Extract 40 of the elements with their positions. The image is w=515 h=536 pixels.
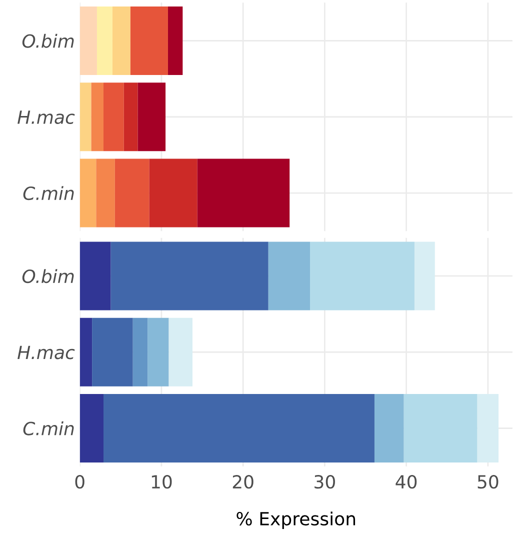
bar (80, 394, 104, 463)
bar (168, 6, 183, 76)
bar (80, 6, 97, 76)
bar (80, 158, 96, 228)
bar (310, 242, 414, 310)
y-tick-label: O.bim (22, 34, 74, 48)
bar (80, 242, 111, 310)
bar (404, 394, 478, 463)
bar (103, 82, 124, 152)
x-tick-label: 0 (75, 474, 84, 489)
bar (96, 158, 115, 228)
bar (80, 82, 92, 152)
bar (149, 158, 198, 228)
y-tick-label: C.min (23, 421, 74, 436)
bar (477, 394, 499, 463)
bar (374, 394, 404, 463)
bar (91, 82, 104, 152)
bar (268, 242, 310, 310)
y-tick-label: C.min (23, 186, 74, 200)
bar (110, 242, 268, 310)
bar (80, 318, 92, 386)
bar (124, 82, 138, 152)
bar (138, 82, 166, 152)
bar (132, 318, 148, 386)
bar (92, 318, 133, 386)
bar (414, 242, 435, 310)
bar (168, 318, 192, 386)
bar (197, 158, 290, 228)
x-tick-label: 20 (232, 474, 254, 489)
x-tick-label: 50 (478, 474, 498, 489)
bar (103, 394, 374, 463)
y-tick-label: O.bim (22, 269, 74, 284)
y-tick-label: H.mac (18, 110, 75, 124)
bar (114, 158, 150, 228)
x-axis-title: % Expression (236, 512, 356, 530)
x-tick-label: 30 (314, 474, 335, 489)
x-tick-label: 40 (396, 474, 417, 489)
y-tick-label: H.mac (18, 346, 75, 360)
bar (96, 6, 112, 76)
x-tick-label: 10 (152, 474, 172, 489)
